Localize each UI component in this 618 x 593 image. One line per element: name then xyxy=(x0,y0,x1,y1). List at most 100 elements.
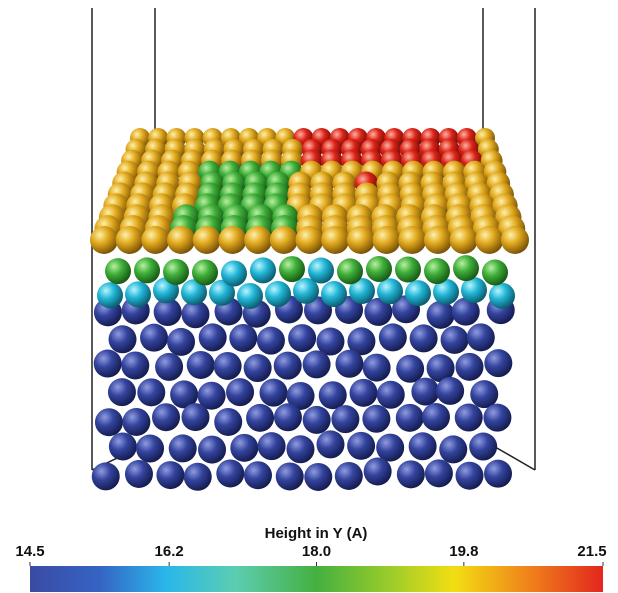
atom xyxy=(274,403,302,431)
atom xyxy=(216,459,244,487)
atom xyxy=(109,325,137,353)
atom xyxy=(335,350,363,378)
atom xyxy=(308,258,334,284)
atom xyxy=(260,379,288,407)
atom xyxy=(187,351,215,379)
atom xyxy=(279,256,305,282)
atom xyxy=(257,327,285,355)
atom xyxy=(265,281,291,307)
atom xyxy=(169,434,197,462)
atom xyxy=(134,257,160,283)
atom xyxy=(484,349,512,377)
atom xyxy=(192,259,218,285)
atom xyxy=(237,283,263,309)
tick-label: 21.5 xyxy=(577,543,606,560)
atom xyxy=(303,350,331,378)
tick-label: 14.5 xyxy=(15,543,44,560)
atom xyxy=(441,326,469,354)
atom xyxy=(90,226,118,254)
atom xyxy=(397,460,425,488)
atom xyxy=(427,301,455,329)
atom xyxy=(405,280,431,306)
atom xyxy=(436,377,464,405)
atom xyxy=(270,226,298,254)
atom xyxy=(152,403,180,431)
atom xyxy=(450,226,478,254)
atom xyxy=(141,226,169,254)
atom xyxy=(250,257,276,283)
atom xyxy=(199,323,227,351)
atom xyxy=(475,226,503,254)
atom xyxy=(362,405,390,433)
atom xyxy=(140,324,168,352)
atom xyxy=(288,324,316,352)
atom xyxy=(422,403,450,431)
atom xyxy=(92,462,120,490)
atom xyxy=(155,353,183,381)
atom xyxy=(321,226,349,254)
tick-label: 19.8 xyxy=(449,543,478,560)
atom xyxy=(94,350,122,378)
atom xyxy=(376,434,404,462)
atom xyxy=(456,462,484,490)
atom xyxy=(363,354,391,382)
atom xyxy=(105,258,131,284)
atom xyxy=(286,435,314,463)
atom xyxy=(409,432,437,460)
atom xyxy=(396,355,424,383)
atom xyxy=(125,281,151,307)
atom xyxy=(246,404,274,432)
atom xyxy=(198,436,226,464)
atom xyxy=(395,257,421,283)
atom xyxy=(244,461,272,489)
atom xyxy=(470,380,498,408)
atom xyxy=(483,404,511,432)
atom xyxy=(229,324,257,352)
atom xyxy=(184,463,212,491)
atom xyxy=(410,324,438,352)
atom xyxy=(221,260,247,286)
atom xyxy=(109,432,137,460)
atom xyxy=(364,457,392,485)
atom xyxy=(125,460,153,488)
atom xyxy=(331,405,359,433)
atom xyxy=(350,379,378,407)
atom xyxy=(276,462,304,490)
atom xyxy=(95,408,123,436)
tick-label: 18.0 xyxy=(302,543,331,560)
atom xyxy=(136,435,164,463)
atom xyxy=(469,433,497,461)
atom xyxy=(303,406,331,434)
visualization: Height in Y (A) 14.516.218.019.821.5 xyxy=(0,0,618,593)
atom xyxy=(424,226,452,254)
colorbar-title: Height in Y (A) xyxy=(265,525,368,542)
atom xyxy=(214,352,242,380)
atom xyxy=(501,226,529,254)
atom xyxy=(321,281,347,307)
atom xyxy=(482,259,508,285)
atom xyxy=(244,226,272,254)
atom xyxy=(122,408,150,436)
atom xyxy=(373,226,401,254)
atom xyxy=(484,460,512,488)
atom xyxy=(439,435,467,463)
atoms xyxy=(90,128,529,491)
atom xyxy=(163,259,189,285)
atom xyxy=(230,434,258,462)
atom xyxy=(467,323,495,351)
atom xyxy=(156,461,184,489)
atom xyxy=(167,328,195,356)
atom xyxy=(218,226,246,254)
colorbar xyxy=(30,566,603,592)
atom xyxy=(411,378,439,406)
atom xyxy=(398,226,426,254)
atom xyxy=(347,432,375,460)
atom xyxy=(335,462,363,490)
atom xyxy=(137,378,165,406)
atom xyxy=(258,432,286,460)
atom xyxy=(489,283,515,309)
atom xyxy=(274,352,302,380)
atom xyxy=(244,354,272,382)
atom xyxy=(108,378,136,406)
atom xyxy=(214,408,242,436)
